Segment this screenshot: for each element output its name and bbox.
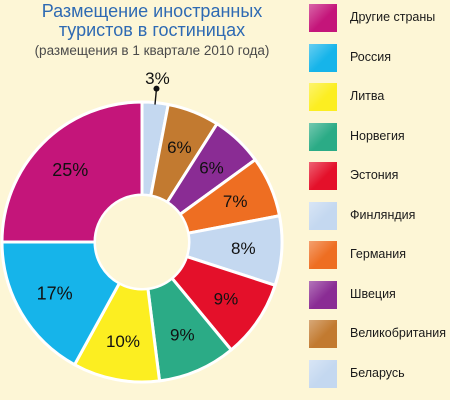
legend-swatch bbox=[309, 83, 337, 111]
data-label-8: 10% bbox=[106, 332, 140, 351]
leader-dot-1 bbox=[153, 85, 160, 92]
chart-subtitle: (размещения в 1 квартале 2010 года) bbox=[34, 43, 270, 58]
legend-item: Беларусь bbox=[305, 359, 450, 388]
data-label-2: 6% bbox=[167, 138, 192, 157]
legend-swatch bbox=[309, 4, 337, 32]
legend-label: Другие страны bbox=[350, 10, 436, 24]
legend-item: Норвегия bbox=[305, 122, 450, 151]
legend-label: Литва bbox=[350, 89, 385, 103]
data-label-7: 9% bbox=[170, 326, 195, 345]
data-label-5: 8% bbox=[231, 239, 256, 258]
legend-swatch bbox=[309, 320, 337, 348]
legend-label: Швеция bbox=[350, 286, 396, 301]
legend-label: Эстония bbox=[350, 168, 399, 182]
legend-item: Литва bbox=[305, 83, 450, 111]
title-line-2: туристов в гостиницах bbox=[58, 20, 246, 40]
legend-swatch bbox=[309, 280, 337, 309]
legend-item: Швеция bbox=[305, 280, 450, 309]
data-label-4: 7% bbox=[223, 192, 248, 211]
legend-swatch bbox=[309, 43, 337, 72]
legend-label: Россия bbox=[350, 49, 391, 64]
legend-label: Великобритания bbox=[350, 326, 446, 340]
data-label-6: 9% bbox=[214, 290, 239, 309]
legend-label: Германия bbox=[350, 247, 407, 261]
legend-swatch bbox=[309, 201, 337, 230]
legend-item: Великобритания bbox=[305, 320, 450, 348]
chart-title: Размещение иностранных туристов в гостин… bbox=[0, 2, 304, 60]
legend-item: Германия bbox=[305, 241, 450, 269]
data-label-1: 3% bbox=[145, 69, 170, 88]
legend-swatch bbox=[309, 241, 337, 269]
legend-label: Норвегия bbox=[350, 128, 405, 143]
donut-slice-9 bbox=[0, 240, 121, 367]
data-label-3: 6% bbox=[199, 159, 224, 178]
data-label-9: 17% bbox=[37, 284, 73, 304]
title-line-1: Размещение иностранных bbox=[41, 1, 263, 21]
legend-item: Финляндия bbox=[305, 201, 450, 230]
legend-swatch bbox=[309, 359, 337, 388]
legend-label: Беларусь bbox=[350, 365, 405, 380]
legend-item: Эстония bbox=[305, 162, 450, 190]
data-label-10: 25% bbox=[52, 160, 88, 180]
legend-item: Другие страны bbox=[305, 4, 450, 32]
legend-swatch bbox=[309, 162, 337, 190]
legend-item: Россия bbox=[305, 43, 450, 72]
legend-label: Финляндия bbox=[350, 207, 416, 222]
donut-hole bbox=[96, 196, 188, 288]
legend-swatch bbox=[309, 122, 337, 151]
donut-chart: 3% 6% 6% 7% 8% 9% 9% 10% 17% 25% bbox=[0, 69, 284, 384]
donut-slice-10 bbox=[0, 100, 144, 244]
